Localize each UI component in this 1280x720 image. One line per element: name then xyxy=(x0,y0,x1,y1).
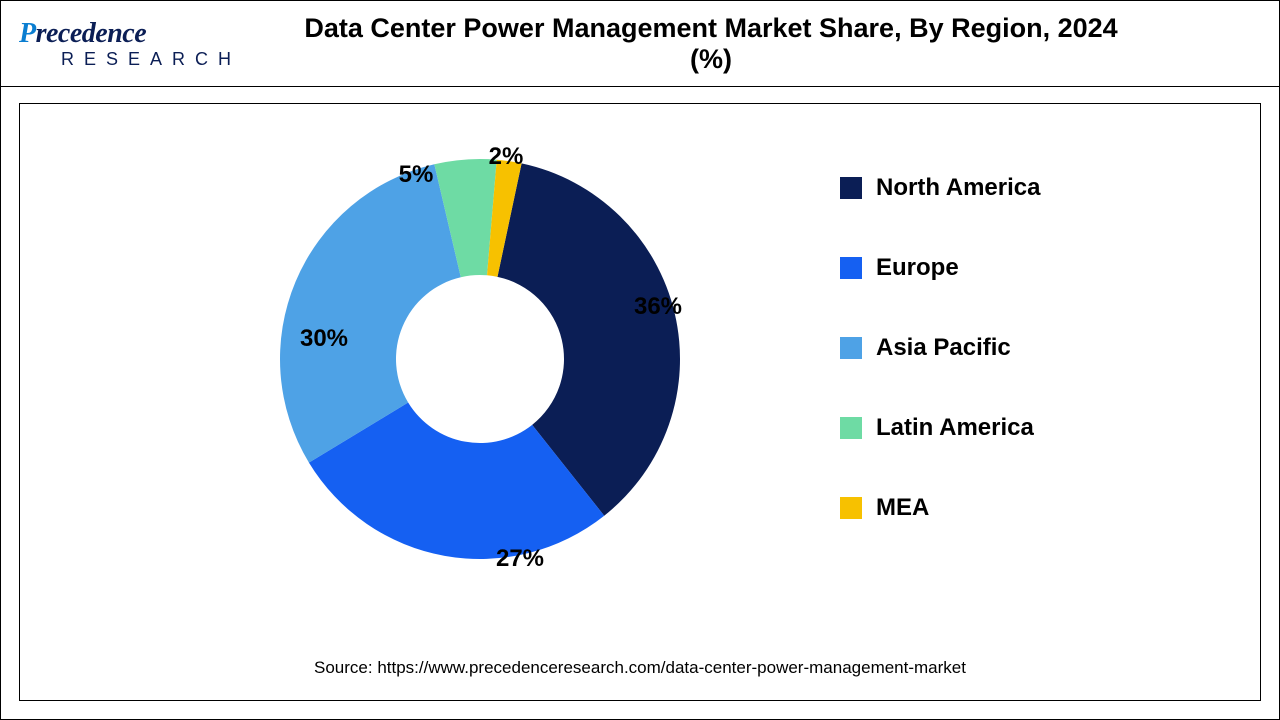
donut-chart: 36% 27% 30% 5% 2% xyxy=(260,139,700,579)
slice-label: 36% xyxy=(634,293,682,321)
legend-swatch xyxy=(840,417,862,439)
outer-frame: Precedence RESEARCH Data Center Power Ma… xyxy=(0,0,1280,720)
legend-label: Asia Pacific xyxy=(876,334,1011,362)
legend-label: Europe xyxy=(876,254,959,282)
header-bar: Precedence RESEARCH Data Center Power Ma… xyxy=(1,1,1279,87)
legend-item: MEA xyxy=(840,494,1040,522)
chart-panel: 36% 27% 30% 5% 2% North America Europe Asia Pa… xyxy=(19,103,1261,701)
slice-label: 5% xyxy=(399,161,434,189)
legend-item: North America xyxy=(840,174,1040,202)
legend-label: MEA xyxy=(876,494,929,522)
slice-label: 27% xyxy=(496,545,544,573)
legend-swatch xyxy=(840,177,862,199)
slice-label: 30% xyxy=(300,325,348,353)
brand-logo-rest: recedence xyxy=(36,18,147,49)
legend: North America Europe Asia Pacific Latin Ame… xyxy=(840,174,1040,522)
legend-label: North America xyxy=(876,174,1040,202)
legend-swatch xyxy=(840,257,862,279)
donut-slice xyxy=(280,164,461,462)
legend-swatch xyxy=(840,337,862,359)
legend-item: Asia Pacific xyxy=(840,334,1040,362)
legend-item: Europe xyxy=(840,254,1040,282)
legend-swatch xyxy=(840,497,862,519)
legend-label: Latin America xyxy=(876,414,1034,442)
brand-logo-line2: RESEARCH xyxy=(61,50,241,68)
brand-logo-line1: Precedence xyxy=(19,20,146,48)
slice-label: 2% xyxy=(489,143,524,171)
donut-svg xyxy=(260,139,700,579)
legend-item: Latin America xyxy=(840,414,1040,442)
brand-logo-accent: P xyxy=(19,18,36,49)
chart-title: Data Center Power Management Market Shar… xyxy=(281,13,1261,75)
source-caption: Source: https://www.precedenceresearch.c… xyxy=(20,658,1260,678)
donut-slices xyxy=(280,159,680,559)
brand-logo: Precedence RESEARCH xyxy=(19,20,241,68)
